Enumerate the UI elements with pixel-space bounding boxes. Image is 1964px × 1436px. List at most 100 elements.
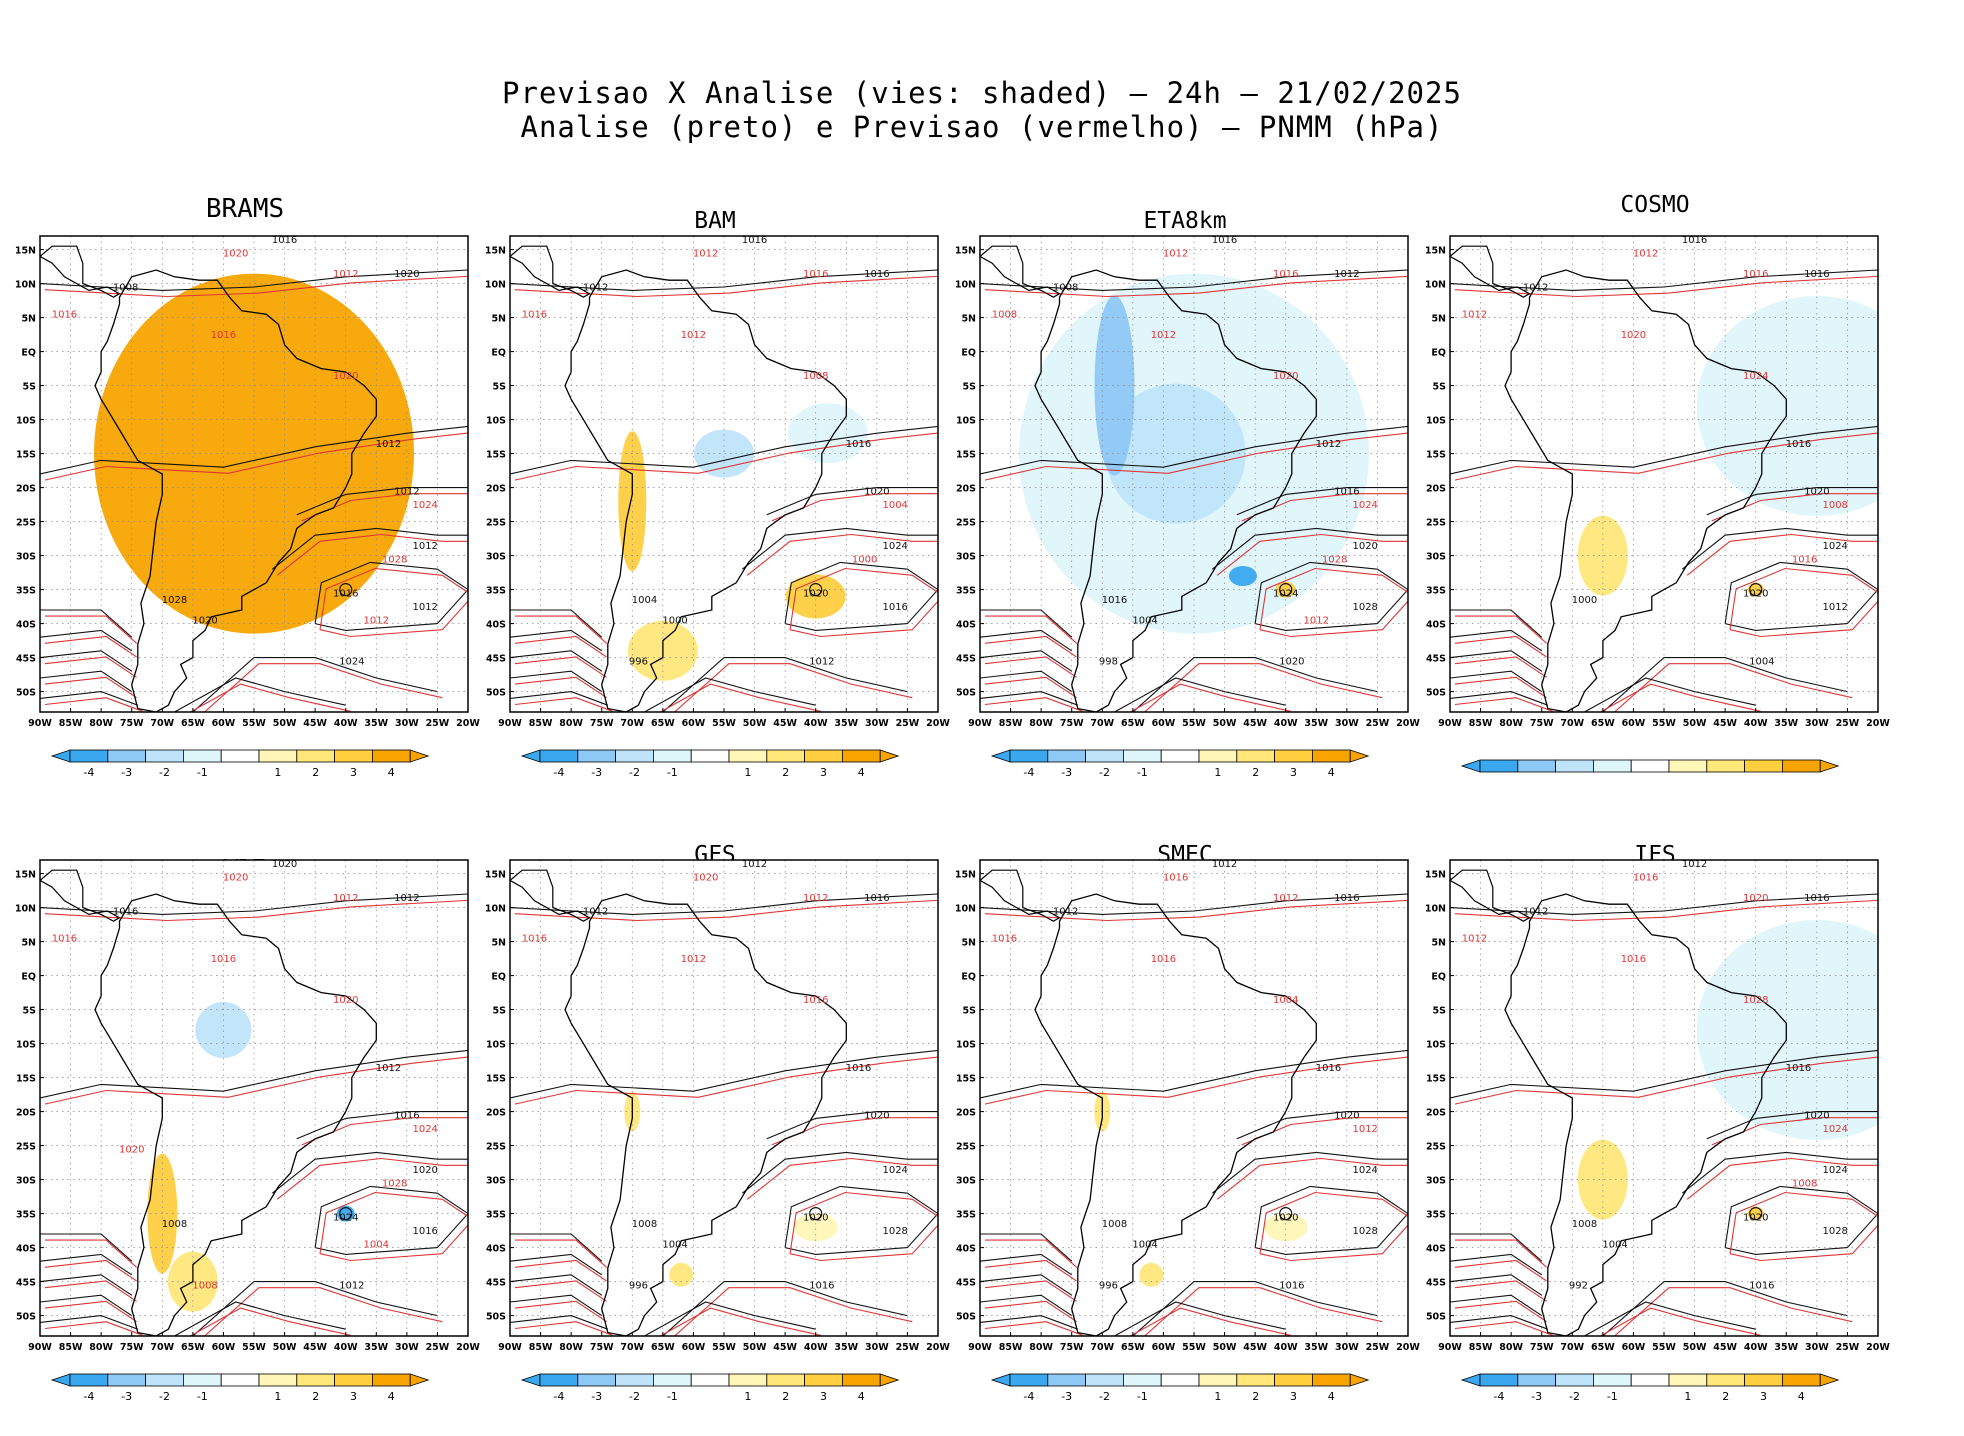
longitude-label: 30W [1805, 718, 1829, 729]
analysis-contour-label: 1016 [1682, 235, 1707, 246]
analysis-contour-label: 1016 [272, 235, 297, 246]
colorbar-label: -3 [1061, 1390, 1072, 1402]
analysis-contour-label: 1020 [272, 859, 297, 870]
longitude-label: 90W [498, 718, 522, 729]
forecast-contour-label: 1000 [852, 554, 877, 565]
colorbar-segment [1744, 759, 1783, 773]
analysis-isobar [1254, 561, 1408, 631]
forecast-contour-label: 1008 [1822, 500, 1847, 511]
analysis-contour-label: 1008 [1572, 1219, 1597, 1230]
colorbar-segment [1311, 749, 1351, 763]
caribbean-coastline [120, 840, 187, 854]
longitude-label: 80W [559, 718, 583, 729]
forecast-isobar [1454, 1321, 1553, 1336]
longitude-label: 35W [1304, 1342, 1328, 1353]
low-pressure-center [1749, 583, 1763, 597]
longitude-label: 65W [1591, 718, 1615, 729]
analysis-contour-label: 1024 [1822, 541, 1847, 552]
forecast-contour-label: 1020 [333, 371, 358, 382]
forecast-contour-label: 1012 [1273, 893, 1298, 904]
bias-shading [1263, 1213, 1308, 1242]
forecast-contour-label: 1016 [803, 269, 828, 280]
low-pressure-center [1279, 1207, 1293, 1221]
analysis-contour-label: 1016 [1316, 1063, 1341, 1074]
latitude-label: EQ [491, 348, 506, 359]
longitude-label: 60W [1152, 718, 1176, 729]
longitude-label: 30W [395, 718, 419, 729]
colorbar-segment [1160, 1373, 1200, 1387]
latitude-label: 5S [23, 1006, 37, 1017]
latitude-label: 25S [486, 518, 506, 529]
analysis-contour-label: 1020 [1273, 1212, 1298, 1223]
analysis-isobar [40, 670, 133, 693]
forecast-isobar [984, 1239, 1077, 1268]
latitude-label: 35S [16, 586, 36, 597]
south-america-coastline [1034, 269, 1317, 712]
latitude-label: 50S [486, 1312, 506, 1323]
low-pressure-center [1749, 1207, 1763, 1221]
panel-title: BAM [694, 208, 736, 234]
analysis-isobar [40, 269, 468, 291]
analysis-isobar [784, 1185, 938, 1255]
forecast-isobar [44, 1056, 468, 1105]
south-america-coastline [564, 269, 847, 712]
colorbar-segment [615, 1373, 654, 1387]
analysis-isobar [1584, 677, 1756, 712]
colorbar-label: -1 [197, 1390, 208, 1402]
colorbar-segment [1236, 749, 1275, 763]
analysis-contour-label: 1008 [162, 1219, 187, 1230]
longitude-label: 35W [1304, 718, 1328, 729]
analysis-isobar [1450, 670, 1543, 693]
forecast-isobar [984, 635, 1077, 658]
central-america-coastline [40, 245, 121, 298]
panel-ifs: IFS 1012 1016 1012 1016 1020 1024 1020 1028 1016… [1420, 812, 1890, 1432]
colorbar-segment [107, 1373, 147, 1387]
latitude-label: 40S [1426, 620, 1446, 631]
colorbar-label: -1 [1137, 766, 1148, 778]
colorbar-label: -3 [591, 1390, 602, 1402]
longitude-label: 30W [865, 718, 889, 729]
longitude-label: 60W [682, 1342, 706, 1353]
bias-shading [1105, 383, 1246, 524]
longitude-label: 20W [926, 1342, 950, 1353]
forecast-contour-label: 1016 [522, 934, 547, 945]
forecast-isobar [1729, 567, 1878, 638]
analysis-contour-label: 1004 [632, 595, 657, 606]
colorbar-label: -3 [1061, 766, 1072, 778]
colorbar-label: -2 [159, 766, 170, 778]
longitude-label: 60W [1622, 718, 1646, 729]
longitude-label: 85W [529, 1342, 553, 1353]
bias-shading [694, 429, 754, 478]
figure-title: Previsao X Analise (vies: shaded) – 24h … [0, 76, 1964, 144]
longitude-label: 55W [242, 1342, 266, 1353]
bias-shading [195, 1002, 252, 1058]
analysis-contour-label: 998 [1099, 656, 1118, 667]
analysis-isobar [510, 1233, 603, 1262]
colorbar-label: 3 [1760, 776, 1767, 778]
forecast-contour-label: 1016 [992, 934, 1017, 945]
latitude-label: 30S [16, 1176, 36, 1187]
forecast-isobar [1454, 635, 1547, 658]
longitude-label: 90W [28, 718, 52, 729]
forecast-isobar [1686, 533, 1878, 576]
forecast-isobar [1454, 697, 1553, 712]
colorbar-arrow-right [1819, 1373, 1840, 1387]
colorbar-segment [296, 749, 335, 763]
forecast-contour-label: 1012 [803, 893, 828, 904]
analysis-isobar [980, 650, 1073, 672]
latitude-label: 15N [15, 870, 36, 881]
colorbar-segment [577, 1373, 617, 1387]
latitude-label: 45S [956, 1278, 976, 1289]
latitude-label: 10S [16, 1040, 36, 1051]
colorbar-segment [1555, 1373, 1594, 1387]
forecast-isobar [984, 697, 1083, 712]
colorbar-arrow-left [520, 749, 541, 763]
latitude-label: 35S [486, 1210, 506, 1221]
forecast-contour-label: 1024 [412, 1124, 437, 1135]
colorbar-segment [1668, 1373, 1708, 1387]
colorbar-segment [220, 749, 260, 763]
bias-shading [1696, 296, 1878, 516]
forecast-isobar [514, 1259, 607, 1282]
analysis-isobar [980, 1315, 1078, 1330]
latitude-label: 50S [16, 688, 36, 699]
